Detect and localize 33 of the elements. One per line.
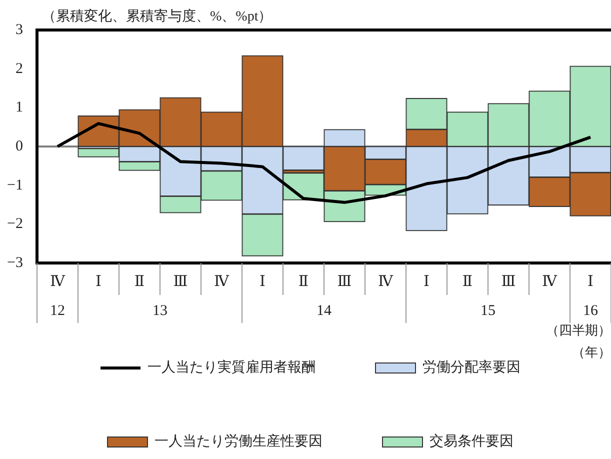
y-tick-label: 1: [16, 100, 23, 116]
x-tick-label: Ⅰ: [260, 274, 266, 290]
y-tick-label: −2: [7, 216, 23, 232]
text: （四半期）: [546, 322, 611, 338]
x-tick-label: Ⅳ: [214, 274, 230, 290]
x-tick-label: Ⅲ: [501, 274, 516, 290]
x-tick-label: Ⅲ: [173, 274, 188, 290]
x-tick-label: Ⅳ: [378, 274, 394, 290]
text: 14: [316, 302, 332, 319]
y-tick-label: 0: [16, 138, 23, 154]
legend-label: 一人当たり労働生産性要因: [154, 434, 322, 450]
x-tick-label: Ⅳ: [50, 274, 66, 290]
legend-label: 労働分配率要因: [422, 360, 520, 376]
legend-label: 一人当たり実質雇用者報酬: [148, 360, 316, 376]
y-tick-label: 3: [16, 22, 23, 38]
y-axis-title: （累積変化、累積寄与度、%、%pt）: [42, 8, 272, 25]
text: 15: [480, 302, 496, 319]
x-tick-label: Ⅱ: [134, 274, 145, 290]
text: 13: [152, 302, 168, 319]
y-tick-label: 2: [16, 60, 23, 77]
text: 16: [583, 302, 598, 319]
x-tick-label: Ⅰ: [588, 274, 594, 290]
x-tick-label: Ⅲ: [337, 274, 352, 290]
text: 12: [50, 302, 65, 319]
x-tick-label: Ⅱ: [298, 274, 309, 290]
x-tick-label: Ⅳ: [542, 274, 558, 290]
legend-label: 交易条件要因: [430, 434, 514, 450]
text: （年）: [572, 344, 611, 360]
y-tick-label: −3: [7, 254, 23, 271]
y-tick-label: −1: [7, 177, 23, 194]
x-tick-label: Ⅰ: [424, 274, 430, 290]
x-tick-label: Ⅰ: [96, 274, 102, 290]
x-tick-label: Ⅱ: [462, 274, 473, 290]
